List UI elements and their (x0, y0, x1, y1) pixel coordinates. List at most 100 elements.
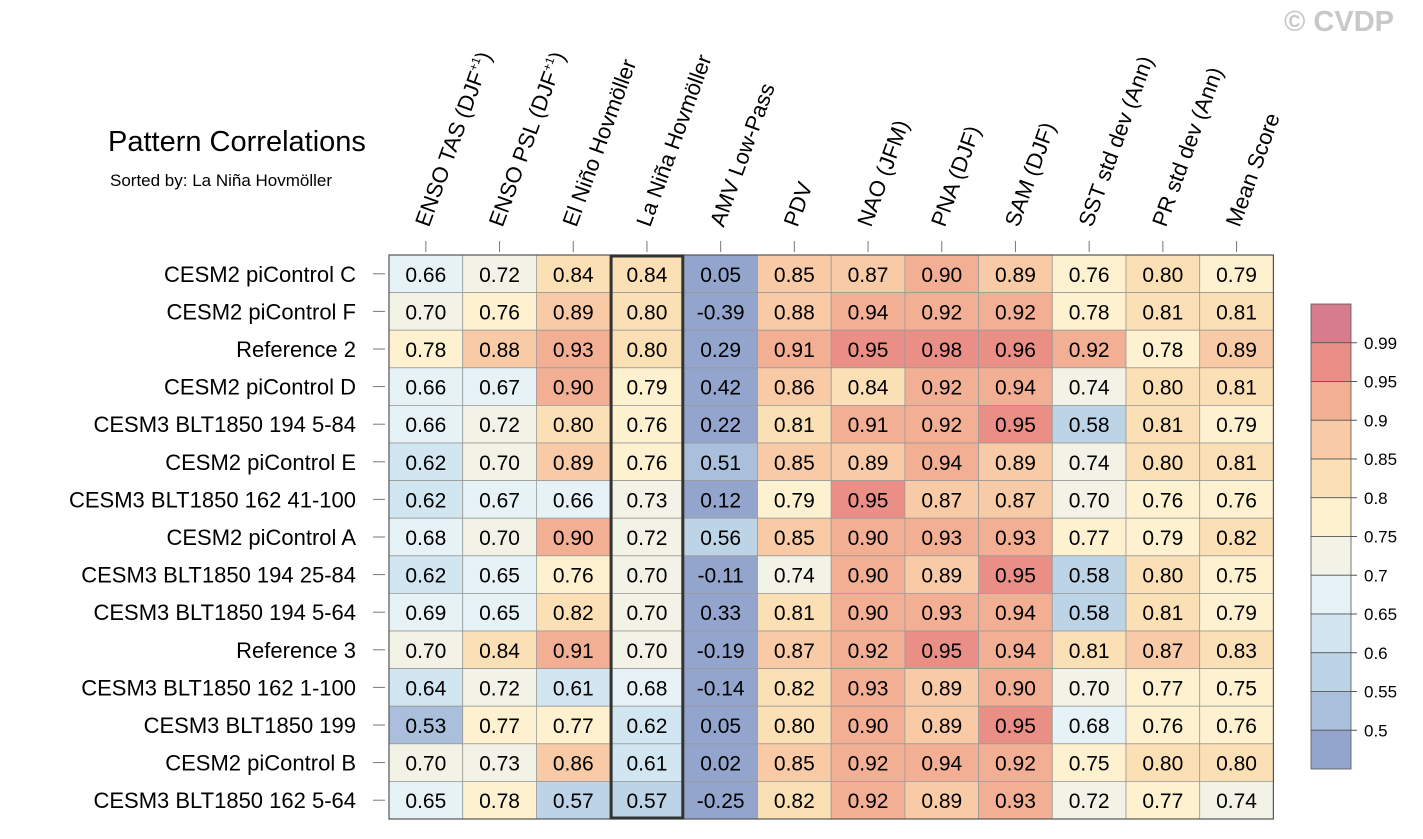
column-label: PNA (DJF) (926, 122, 985, 229)
cell-value-label: 0.78 (405, 339, 446, 362)
heatmap-cell (978, 781, 1053, 820)
heatmap-cell (904, 781, 980, 820)
heatmap-cell (757, 480, 832, 519)
cell-value-label: 0.82 (774, 677, 815, 700)
row-label: CESM2 piControl C (164, 262, 356, 287)
cell-value-label: 0.89 (848, 452, 889, 475)
cell-value-label: 0.76 (479, 301, 520, 324)
cell-value-label: 0.88 (774, 301, 815, 324)
cell-value-label: 0.77 (1142, 790, 1183, 813)
heatmap-cell (1199, 517, 1274, 557)
cell-value-label: 0.92 (1069, 339, 1110, 362)
heatmap-cell (757, 743, 832, 782)
cell-value-label: 0.51 (700, 452, 741, 475)
cell-value-label: 0.80 (1142, 452, 1183, 475)
cell-value-label: 0.95 (995, 414, 1036, 437)
cell-value-label: 0.89 (921, 790, 962, 813)
cell-value-label: 0.74 (1069, 452, 1110, 475)
cell-value-label: 0.90 (848, 715, 889, 738)
row-label: Reference 2 (236, 337, 356, 362)
heatmap-cell (904, 254, 980, 293)
cell-value-label: 0.92 (848, 753, 889, 776)
cell-value-label: -0.14 (697, 677, 745, 700)
heatmap-cell (536, 630, 611, 669)
colorbar-swatch (1310, 691, 1352, 731)
cell-value-label: 0.68 (1069, 715, 1110, 738)
heatmap-cell (978, 292, 1053, 331)
cell-value-label: 0.64 (405, 677, 446, 700)
heatmap-cell (609, 593, 685, 632)
cell-value-label: 0.93 (553, 339, 594, 362)
cell-value-label: 0.12 (700, 489, 741, 512)
heatmap-cell (1125, 517, 1201, 557)
row-label: CESM2 piControl E (165, 450, 356, 475)
cell-value-label: 0.82 (774, 790, 815, 813)
heatmap-cell (1051, 404, 1127, 444)
highlighted-column-box (609, 254, 685, 820)
cell-value-label: 0.70 (479, 527, 520, 550)
cell-value-label: 0.92 (995, 301, 1036, 324)
cell-value-label: 0.87 (1142, 640, 1183, 663)
colorbar-swatch (1310, 652, 1352, 692)
heatmap-cell (1051, 555, 1127, 594)
cell-value-label: 0.62 (405, 452, 446, 475)
column-label: ENSO TAS (DJF+1) (410, 48, 496, 229)
heatmap-cell (609, 404, 685, 444)
heatmap-cell (609, 517, 685, 557)
cell-value-label: 0.53 (405, 715, 446, 738)
heatmap-cell (830, 630, 906, 669)
heatmap-cell (1051, 329, 1127, 369)
cell-value-label: 0.92 (921, 301, 962, 324)
cell-value-label: 0.83 (1216, 640, 1257, 663)
cell-value-label: 0.79 (1216, 602, 1257, 625)
heatmap-cell (388, 743, 464, 782)
heatmap-cell (536, 705, 611, 745)
row-label: CESM3 BLT1850 194 25-84 (81, 563, 356, 588)
cell-value-label: 0.81 (1142, 301, 1183, 324)
cell-value-label: 0.81 (1069, 640, 1110, 663)
cell-value-label: 0.70 (1069, 677, 1110, 700)
colorbar-swatch (1310, 729, 1352, 770)
heatmap-cell (536, 668, 611, 707)
heatmap-cell (388, 329, 464, 369)
heatmap-cell (978, 517, 1053, 557)
chart-subtitle: Sorted by: La Niña Hovmöller (110, 171, 333, 190)
cell-value-label: 0.72 (1069, 790, 1110, 813)
heatmap-cell (536, 593, 611, 632)
row-label: CESM3 BLT1850 199 (144, 713, 356, 738)
cell-value-label: 0.76 (1069, 264, 1110, 287)
cell-value-label: 0.76 (627, 414, 668, 437)
heatmap-cell (904, 555, 980, 594)
colorbar-tick-label: 0.5 (1364, 721, 1388, 740)
cell-value-label: 0.87 (774, 640, 815, 663)
cell-value-label: 0.85 (774, 452, 815, 475)
cell-value-label: 0.81 (774, 414, 815, 437)
cell-value-label: 0.94 (921, 753, 962, 776)
cell-value-label: -0.39 (697, 301, 745, 324)
cell-value-label: 0.74 (774, 565, 815, 588)
row-label: CESM2 piControl A (166, 525, 356, 550)
heatmap-cell (757, 630, 832, 669)
cell-value-label: 0.84 (848, 377, 889, 400)
cell-value-label: 0.89 (921, 677, 962, 700)
cell-value-label: 0.62 (405, 565, 446, 588)
heatmap-cell (904, 630, 980, 669)
colorbar-swatch (1310, 419, 1352, 460)
heatmap-cell (757, 442, 832, 481)
cell-value-label: 0.66 (405, 264, 446, 287)
cell-value-label: 0.77 (553, 715, 594, 738)
heatmap-cell (1199, 254, 1274, 293)
cell-value-label: 0.89 (995, 452, 1036, 475)
cell-value-label: 0.70 (627, 640, 668, 663)
heatmap-cell (462, 254, 537, 293)
cell-value-label: 0.70 (405, 753, 446, 776)
row-label: Reference 3 (236, 638, 356, 663)
cell-value-label: 0.57 (553, 790, 594, 813)
cell-value-label: 0.95 (995, 715, 1036, 738)
cell-value-label: 0.05 (700, 264, 741, 287)
cell-value-label: 0.81 (1216, 452, 1257, 475)
heatmap-cell (609, 781, 685, 820)
heatmap-cell (757, 705, 832, 745)
column-label: SST std dev (Ann) (1073, 53, 1158, 230)
cell-value-label: 0.81 (1216, 377, 1257, 400)
